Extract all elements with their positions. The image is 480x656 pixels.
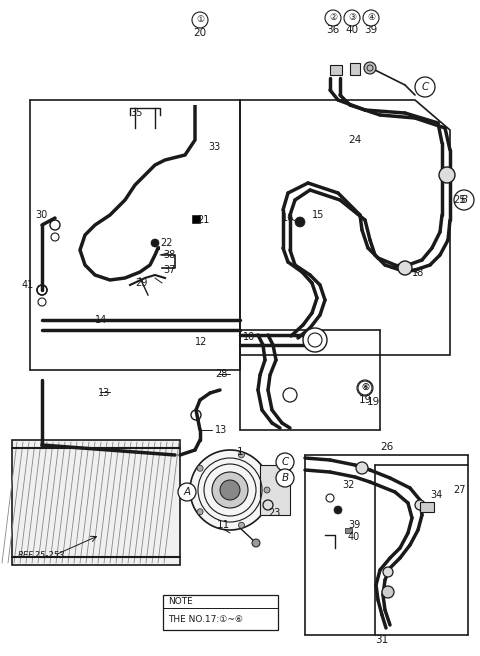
Text: 25: 25 xyxy=(453,195,466,205)
Circle shape xyxy=(239,452,244,458)
Text: NOTE: NOTE xyxy=(168,596,193,605)
Text: 26: 26 xyxy=(380,442,393,452)
Circle shape xyxy=(212,472,248,508)
Circle shape xyxy=(303,328,327,352)
Circle shape xyxy=(197,465,203,471)
Text: 13: 13 xyxy=(98,388,110,398)
Text: 19: 19 xyxy=(367,397,380,407)
Circle shape xyxy=(197,509,203,515)
Circle shape xyxy=(363,10,379,26)
Circle shape xyxy=(239,522,244,528)
Circle shape xyxy=(334,506,342,514)
Circle shape xyxy=(358,381,372,395)
Text: ①: ① xyxy=(196,16,204,24)
Circle shape xyxy=(220,480,240,500)
Text: 13: 13 xyxy=(215,425,227,435)
Circle shape xyxy=(398,261,412,275)
Bar xyxy=(192,215,200,223)
Text: ⑥: ⑥ xyxy=(361,384,369,392)
Text: 24: 24 xyxy=(348,135,361,145)
Circle shape xyxy=(276,453,294,471)
Text: 28: 28 xyxy=(215,369,228,379)
Circle shape xyxy=(356,462,368,474)
Text: 18: 18 xyxy=(412,268,424,278)
Circle shape xyxy=(295,217,305,227)
Text: 34: 34 xyxy=(430,490,442,500)
Circle shape xyxy=(364,62,376,74)
Text: ⑥: ⑥ xyxy=(361,384,369,392)
Bar xyxy=(163,595,278,630)
Bar xyxy=(260,465,290,515)
Circle shape xyxy=(283,388,297,402)
Circle shape xyxy=(415,500,425,510)
Circle shape xyxy=(383,567,393,577)
Text: 1: 1 xyxy=(237,447,244,457)
Text: 33: 33 xyxy=(208,142,220,152)
Text: 38: 38 xyxy=(163,250,175,260)
Text: 31: 31 xyxy=(375,635,389,645)
Text: 10: 10 xyxy=(243,332,255,342)
Text: 27: 27 xyxy=(453,485,466,495)
Bar xyxy=(350,63,360,75)
Text: 40: 40 xyxy=(346,25,359,35)
Circle shape xyxy=(454,190,474,210)
Text: ③: ③ xyxy=(348,14,356,22)
Text: 32: 32 xyxy=(342,480,354,490)
Bar xyxy=(12,440,180,565)
Text: 39: 39 xyxy=(348,520,360,530)
Text: THE NO.17:①~⑥: THE NO.17:①~⑥ xyxy=(168,615,243,623)
Circle shape xyxy=(382,586,394,598)
Text: 40: 40 xyxy=(348,532,360,542)
Circle shape xyxy=(190,450,270,530)
Circle shape xyxy=(192,12,208,28)
Bar xyxy=(330,65,342,75)
Text: 15: 15 xyxy=(312,210,324,220)
Bar xyxy=(420,502,434,512)
Circle shape xyxy=(252,539,260,547)
Text: 41: 41 xyxy=(22,280,34,290)
Text: 29: 29 xyxy=(135,278,147,288)
Text: B: B xyxy=(460,195,468,205)
Text: 14: 14 xyxy=(95,315,107,325)
Text: A: A xyxy=(183,487,191,497)
Text: 36: 36 xyxy=(326,25,340,35)
Text: B: B xyxy=(281,473,288,483)
Circle shape xyxy=(439,167,455,183)
Text: 21: 21 xyxy=(197,215,209,225)
Text: REF.25-253: REF.25-253 xyxy=(18,550,65,560)
Text: ②: ② xyxy=(329,14,337,22)
Text: 19: 19 xyxy=(359,395,372,405)
Circle shape xyxy=(264,487,270,493)
Text: 22: 22 xyxy=(160,238,172,248)
Text: C: C xyxy=(281,457,288,467)
Text: 16: 16 xyxy=(282,213,294,223)
Text: 30: 30 xyxy=(35,210,47,220)
Text: ④: ④ xyxy=(367,14,375,22)
Text: 39: 39 xyxy=(364,25,378,35)
Text: 20: 20 xyxy=(193,28,206,38)
Text: 12: 12 xyxy=(195,337,207,347)
Circle shape xyxy=(178,483,196,501)
Circle shape xyxy=(325,10,341,26)
Circle shape xyxy=(357,380,373,396)
Circle shape xyxy=(344,10,360,26)
Text: 37: 37 xyxy=(163,265,175,275)
Circle shape xyxy=(151,239,159,247)
Text: 11: 11 xyxy=(217,520,230,530)
Circle shape xyxy=(276,469,294,487)
Text: 23: 23 xyxy=(268,508,280,518)
Bar xyxy=(345,528,352,533)
Circle shape xyxy=(415,77,435,97)
Text: 35: 35 xyxy=(130,108,143,118)
Text: C: C xyxy=(421,82,429,92)
